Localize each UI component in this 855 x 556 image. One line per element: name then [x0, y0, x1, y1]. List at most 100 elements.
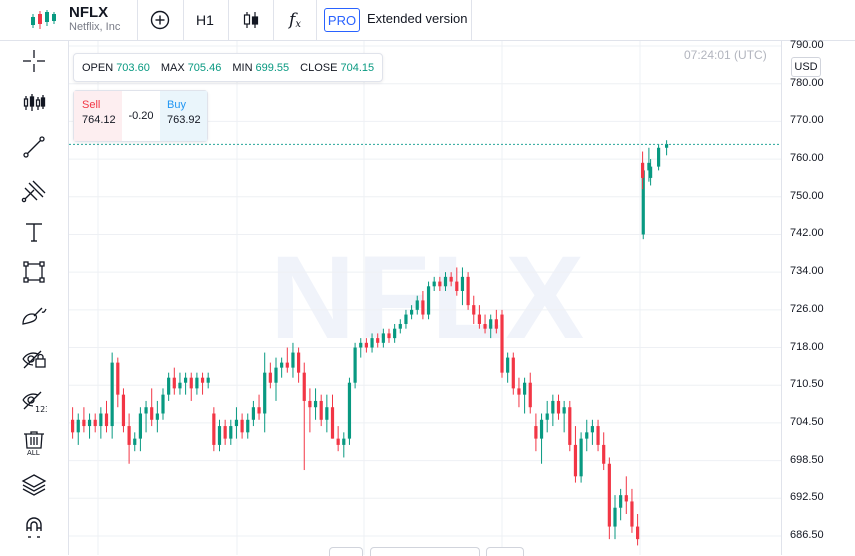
candle	[545, 400, 549, 433]
candle	[223, 419, 227, 445]
price-chart[interactable]	[69, 41, 781, 555]
brush-tool[interactable]	[19, 301, 49, 331]
candle-body	[585, 432, 589, 439]
price-axis[interactable]: USD 790.00 780.00 770.00 760.00 750.00 742.00…	[781, 39, 855, 555]
candle	[568, 400, 572, 452]
trend-line-tool[interactable]	[19, 132, 49, 162]
candle-body	[370, 338, 374, 348]
candle-body	[285, 362, 289, 368]
candle-body	[387, 333, 391, 339]
toolbar-divider	[273, 0, 274, 40]
candle	[274, 357, 278, 401]
candle-body	[313, 400, 318, 408]
candle-body	[636, 526, 640, 540]
candle-body	[127, 426, 131, 445]
text-tool[interactable]	[19, 217, 49, 247]
candle	[443, 272, 448, 291]
candle-body	[133, 438, 137, 445]
candles-icon	[243, 12, 259, 28]
currency-button[interactable]: USD	[791, 57, 821, 77]
rectangle-tool[interactable]	[19, 257, 49, 287]
candle	[251, 400, 255, 427]
candle-body	[466, 276, 470, 306]
buy-button[interactable]: Buy 763.92	[160, 91, 207, 141]
candle-body	[455, 281, 459, 291]
chart-type-button[interactable]	[236, 0, 266, 40]
candle	[268, 362, 272, 389]
candle-body	[291, 352, 295, 368]
svg-text:ALL: ALL	[27, 449, 40, 456]
candle-body	[489, 319, 493, 329]
candle-body	[517, 388, 521, 395]
hide-drawings-tool[interactable]	[19, 344, 49, 374]
candle	[155, 400, 159, 433]
candle	[489, 314, 493, 339]
candle	[410, 305, 414, 320]
candle-body	[381, 333, 385, 343]
candle	[657, 144, 661, 171]
min-label: MIN	[232, 61, 253, 74]
price-tick-label: 726.00	[790, 302, 824, 315]
open-label: OPEN	[82, 61, 114, 74]
candle-body	[342, 438, 346, 445]
candle	[370, 333, 374, 353]
candle	[466, 272, 470, 310]
time-range-bar[interactable]	[370, 547, 480, 556]
toolbar-divider	[471, 0, 472, 40]
delete-all-tool[interactable]: ALL	[19, 428, 49, 458]
candle	[144, 400, 148, 433]
candle	[285, 347, 289, 373]
price-tick-label: 704.50	[790, 415, 824, 428]
candle-body	[410, 309, 414, 315]
candle	[539, 413, 544, 464]
sell-button[interactable]: Sell 764.12	[74, 91, 122, 141]
hide-indicators-tool[interactable]: 123	[19, 386, 49, 416]
interval-button[interactable]: H1	[196, 12, 214, 28]
candle-body	[624, 495, 628, 502]
object-tree-tool[interactable]	[19, 469, 49, 499]
scroll-left-button[interactable]	[329, 547, 363, 556]
candle	[624, 476, 628, 515]
magnet-tool[interactable]	[19, 513, 49, 543]
candle-body	[665, 144, 669, 148]
pitchfork-tool[interactable]	[19, 176, 49, 206]
candle-body	[613, 507, 617, 527]
candle	[133, 432, 137, 452]
candle-body	[121, 394, 126, 427]
candle-body	[104, 413, 109, 427]
candle-body	[376, 338, 380, 343]
candle-body	[251, 407, 255, 420]
add-symbol-button[interactable]	[145, 0, 175, 40]
candle-body	[562, 407, 566, 414]
candle	[556, 394, 561, 420]
candle	[206, 372, 210, 389]
bars-tool[interactable]	[19, 88, 49, 118]
candle	[359, 338, 363, 358]
pro-badge[interactable]: PRO	[324, 8, 360, 32]
price-tick-label: 760.00	[790, 152, 824, 165]
extended-version-link[interactable]: Extended version	[367, 11, 468, 26]
candle	[602, 432, 606, 471]
crosshair-tool[interactable]	[19, 46, 49, 76]
candle-body	[257, 407, 261, 414]
candle-body	[353, 347, 357, 383]
candle-body	[556, 400, 561, 414]
candle-body	[398, 323, 402, 329]
candle-body	[460, 276, 465, 291]
brush-icon	[22, 307, 47, 325]
candle-body	[240, 419, 244, 433]
candle	[573, 426, 578, 483]
price-tick-label: 770.00	[790, 114, 824, 127]
candle-body	[217, 426, 222, 445]
candle	[229, 419, 233, 445]
candle-body	[539, 419, 544, 439]
candle-body	[76, 419, 80, 433]
candle	[528, 372, 532, 414]
symbol-ticker[interactable]: NFLX	[69, 4, 109, 21]
delete-all-icon: ALL	[24, 431, 44, 456]
candle-body	[483, 323, 487, 329]
reset-chart-button[interactable]	[486, 547, 524, 556]
server-time: 07:24:01 (UTC)	[684, 48, 767, 62]
